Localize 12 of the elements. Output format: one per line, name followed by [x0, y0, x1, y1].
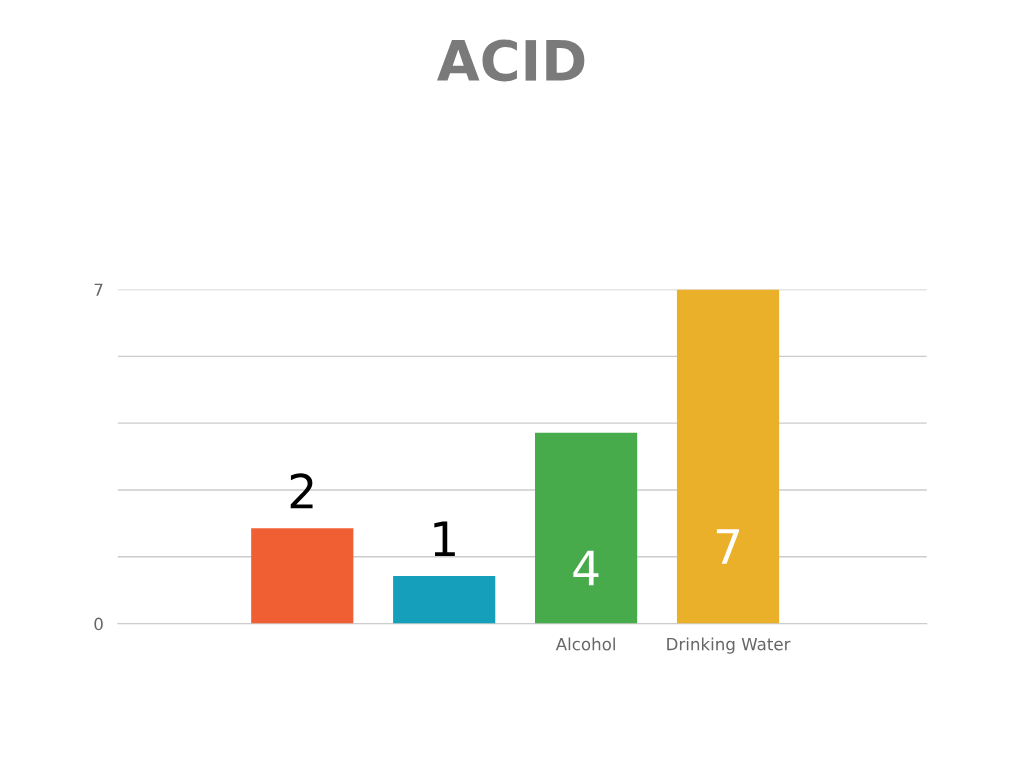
- bar: [535, 432, 638, 624]
- data-label: 7: [716, 529, 740, 564]
- bar: [251, 528, 354, 624]
- y-tick-label: 0: [94, 617, 103, 631]
- x-tick-label: Drinking Water: [667, 637, 791, 654]
- data-label: 4: [573, 550, 599, 586]
- bar: [393, 575, 496, 624]
- data-label: 2: [290, 473, 313, 509]
- bar: [676, 289, 780, 624]
- data-label: 1: [434, 521, 455, 557]
- chart-title: ACID: [436, 39, 585, 82]
- x-tick-label: Alcohol: [555, 637, 615, 651]
